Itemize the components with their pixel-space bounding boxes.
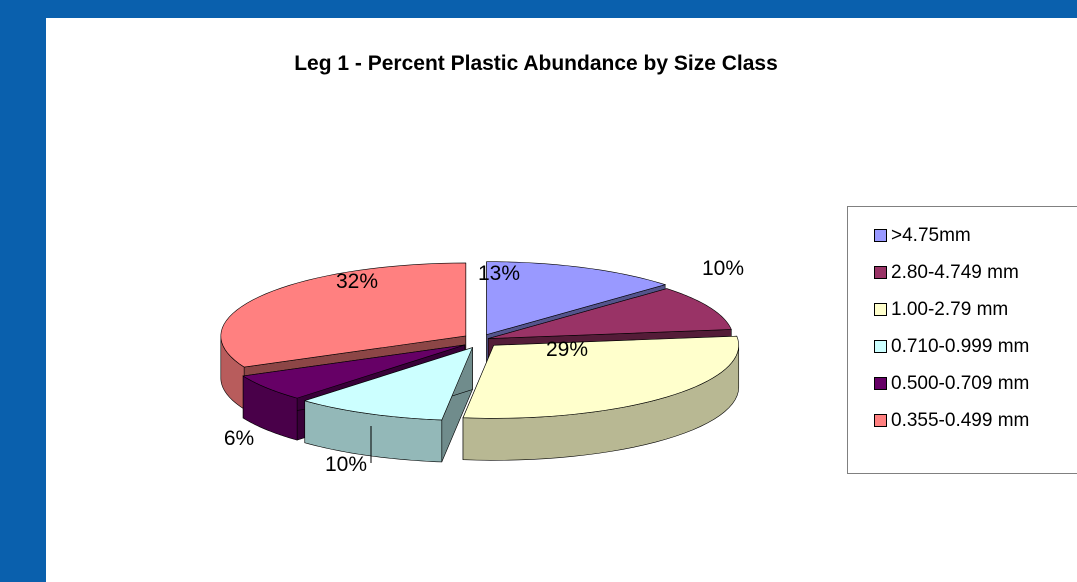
legend-label: 2.80-4.749 mm (891, 261, 1019, 283)
pie-slice-2 (462, 335, 740, 461)
data-label-3: 10% (325, 453, 367, 476)
legend-swatch (874, 229, 887, 242)
legend-swatch (874, 266, 887, 279)
pie-slice-top (486, 261, 667, 336)
pie-slices (220, 261, 740, 463)
legend-item-4: 0.500-0.709 mm (874, 365, 1077, 402)
data-label-4: 6% (224, 427, 254, 450)
chart-canvas: Leg 1 - Percent Plastic Abundance by Siz… (46, 18, 1077, 582)
legend-swatch (874, 303, 887, 316)
data-label-0: 13% (478, 262, 520, 285)
legend-label: 0.500-0.709 mm (891, 372, 1030, 394)
legend-label: 0.355-0.499 mm (891, 409, 1030, 431)
pie-slice-top (242, 344, 465, 399)
pie-slice-top (303, 347, 474, 421)
chart-title: Leg 1 - Percent Plastic Abundance by Siz… (294, 52, 778, 75)
data-label-5: 32% (336, 270, 378, 293)
legend-item-5: 0.355-0.499 mm (874, 402, 1077, 439)
legend-swatch (874, 414, 887, 427)
legend-swatch (874, 340, 887, 353)
legend-label: 1.00-2.79 mm (891, 298, 1009, 320)
pie-slice-3 (303, 347, 474, 463)
data-label-1: 10% (702, 257, 744, 280)
legend-label: 0.710-0.999 mm (891, 335, 1030, 357)
pie-chart: 13% 10% 29% 10% 6% 32% (220, 257, 744, 476)
pie-slice-top (462, 335, 740, 419)
legend-swatch (874, 377, 887, 390)
legend-item-3: 0.710-0.999 mm (874, 328, 1077, 365)
legend-item-0: >4.75mm (874, 217, 1077, 254)
pie-slice-top (488, 288, 732, 339)
data-label-2: 29% (546, 338, 588, 361)
pie-slice-top (220, 262, 467, 368)
chart-legend: >4.75mm 2.80-4.749 mm 1.00-2.79 mm 0.710-0.… (847, 206, 1077, 474)
legend-item-1: 2.80-4.749 mm (874, 254, 1077, 291)
legend-label: >4.75mm (891, 224, 971, 246)
legend-item-2: 1.00-2.79 mm (874, 291, 1077, 328)
